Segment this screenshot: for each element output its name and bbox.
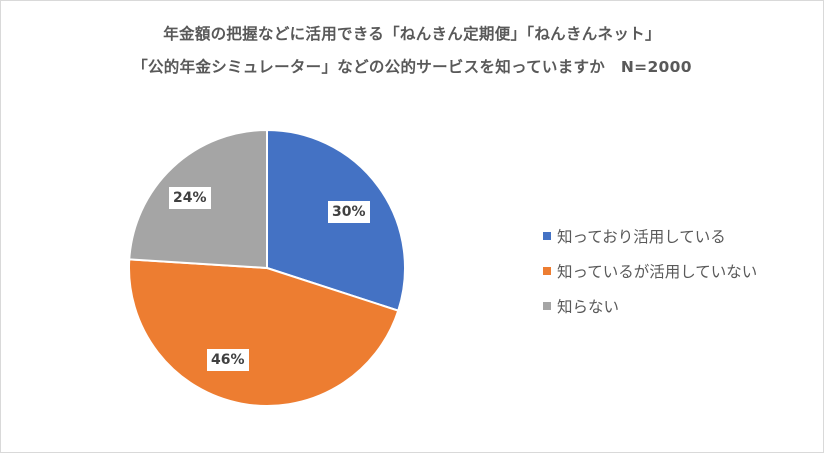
- legend-label: 知っているが活用していない: [557, 262, 758, 281]
- chart-title-line1: 年金額の把握などに活用できる「ねんきん定期便」「ねんきんネット」: [163, 25, 661, 43]
- chart-title-line2: 「公的年金シミュレーター」などの公的サービスを知っていますか N=2000: [132, 58, 692, 76]
- legend: 知っており活用している 知っているが活用していない 知らない: [543, 218, 757, 323]
- legend-swatch-blue: [543, 231, 551, 240]
- legend-item-not-aware: 知らない: [543, 288, 757, 323]
- legend-swatch-gray: [543, 301, 551, 310]
- legend-label: 知っており活用している: [557, 227, 726, 246]
- data-label-aware-using: 30%: [328, 201, 370, 223]
- legend-label: 知らない: [557, 297, 620, 316]
- legend-swatch-orange: [543, 266, 551, 275]
- legend-item-aware-not-using: 知っているが活用していない: [543, 253, 757, 288]
- legend-item-aware-using: 知っており活用している: [543, 218, 757, 253]
- data-label-not-aware: 24%: [169, 187, 211, 209]
- data-label-aware-not-using: 46%: [207, 349, 249, 371]
- pie-slice-aware-not-using: [128, 258, 400, 407]
